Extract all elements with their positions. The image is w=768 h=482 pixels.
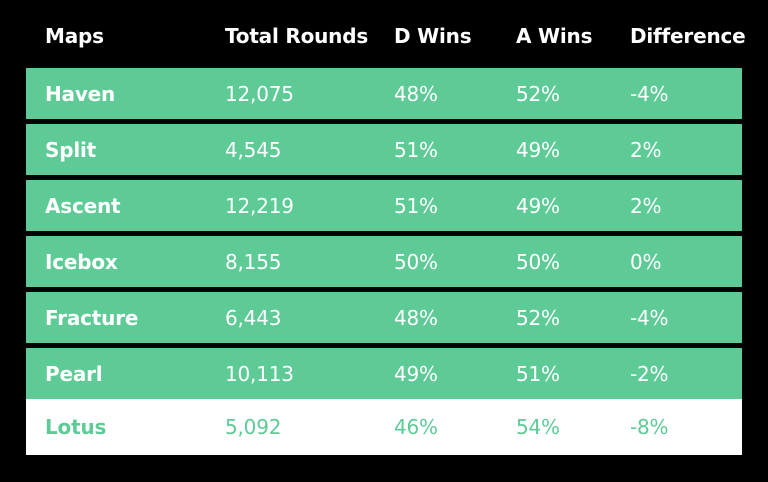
cell-a-wins: 49% — [516, 137, 560, 162]
cell-map: Icebox — [45, 249, 118, 274]
cell-total-rounds: 4,545 — [225, 137, 282, 162]
cell-d-wins: 50% — [394, 249, 438, 274]
header-d-wins: D Wins — [394, 24, 472, 48]
cell-map: Pearl — [45, 361, 103, 386]
table-row: Haven 12,075 48% 52% -4% — [26, 68, 742, 119]
cell-difference: 2% — [630, 137, 662, 162]
cell-map: Haven — [45, 81, 116, 106]
cell-d-wins: 51% — [394, 137, 438, 162]
header-maps: Maps — [45, 24, 104, 48]
cell-map: Lotus — [45, 415, 107, 439]
cell-total-rounds: 12,219 — [225, 193, 294, 218]
cell-d-wins: 51% — [394, 193, 438, 218]
table-row: Fracture 6,443 48% 52% -4% — [26, 292, 742, 343]
table-row: Lotus 5,092 46% 54% -8% — [26, 399, 742, 455]
cell-difference: 0% — [630, 249, 662, 274]
cell-a-wins: 52% — [516, 305, 560, 330]
table-row: Pearl 10,113 49% 51% -2% — [26, 348, 742, 399]
cell-difference: -4% — [630, 305, 669, 330]
cell-a-wins: 49% — [516, 193, 560, 218]
cell-d-wins: 49% — [394, 361, 438, 386]
cell-map: Split — [45, 137, 96, 162]
cell-difference: -4% — [630, 81, 669, 106]
cell-d-wins: 48% — [394, 305, 438, 330]
cell-a-wins: 50% — [516, 249, 560, 274]
cell-difference: 2% — [630, 193, 662, 218]
cell-total-rounds: 8,155 — [225, 249, 282, 274]
cell-total-rounds: 5,092 — [225, 415, 282, 439]
cell-d-wins: 46% — [394, 415, 438, 439]
header-difference: Difference — [630, 24, 746, 48]
cell-map: Fracture — [45, 305, 139, 330]
cell-difference: -8% — [630, 415, 669, 439]
cell-total-rounds: 12,075 — [225, 81, 294, 106]
cell-total-rounds: 6,443 — [225, 305, 282, 330]
cell-map: Ascent — [45, 193, 121, 218]
cell-a-wins: 54% — [516, 415, 560, 439]
cell-difference: -2% — [630, 361, 669, 386]
table-row: Split 4,545 51% 49% 2% — [26, 124, 742, 175]
cell-a-wins: 52% — [516, 81, 560, 106]
table-row: Icebox 8,155 50% 50% 0% — [26, 236, 742, 287]
cell-total-rounds: 10,113 — [225, 361, 294, 386]
table-header-row: Maps Total Rounds D Wins A Wins Differen… — [26, 10, 746, 62]
table-row: Ascent 12,219 51% 49% 2% — [26, 180, 742, 231]
header-a-wins: A Wins — [516, 24, 593, 48]
header-total-rounds: Total Rounds — [225, 24, 369, 48]
cell-d-wins: 48% — [394, 81, 438, 106]
cell-a-wins: 51% — [516, 361, 560, 386]
